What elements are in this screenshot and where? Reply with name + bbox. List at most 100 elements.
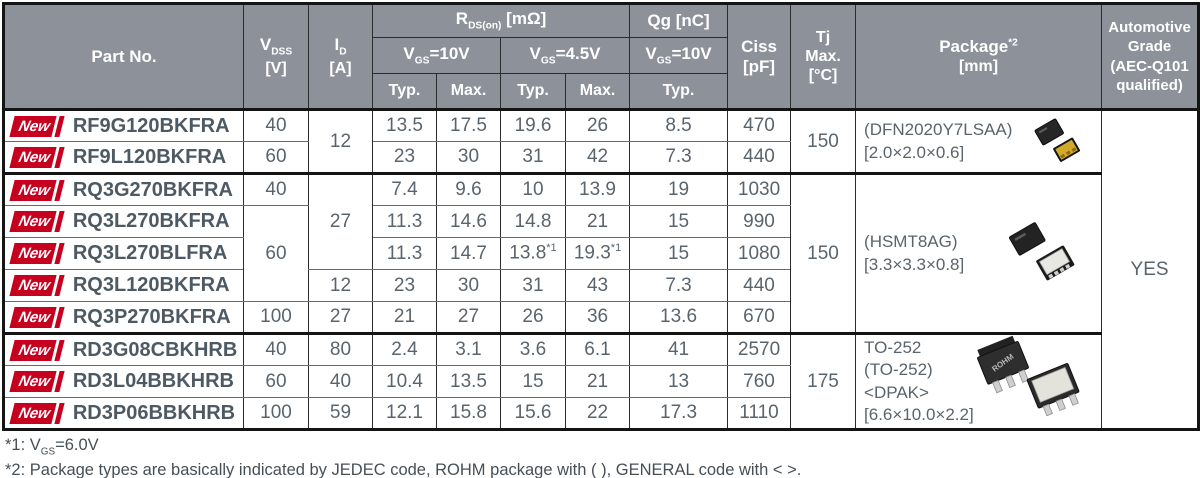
part-cell: New RD3L04BBKHRB	[3, 365, 244, 398]
qg-value: 7.3	[629, 269, 729, 302]
vgs-symbol: V	[403, 43, 415, 63]
rdson-max-45v: 21	[564, 365, 631, 398]
new-badge-label: New	[16, 308, 52, 326]
qg-value: 13	[629, 365, 729, 398]
rdson-max-45v: 21	[564, 205, 631, 238]
rdson-max-10v: 13.5	[436, 365, 501, 398]
table-row: New RQ3G270BKFRA 40 27 7.4 9.6 10 13.9 19…	[3, 172, 1199, 334]
new-badge: New	[9, 179, 65, 201]
automotive-label-1: Automotive	[1108, 19, 1191, 37]
package-cell-dfn2020: (DFN2020Y7LSAA) [2.0×2.0×0.6]	[855, 109, 1103, 174]
rdson-typ-45v: 31	[500, 269, 566, 302]
tj-max-label: Max.	[805, 47, 841, 65]
new-badge: New	[9, 211, 65, 232]
table-row: New RF9L120BKFRA 60 23 30 31 42 7.3 440	[3, 141, 1199, 174]
id-value: 12	[308, 109, 373, 174]
table-row: New RQ3L270BLFRA 11.3 14.7 13.8*1 19.3*1 …	[3, 237, 1199, 270]
footnote-1-mark: *1	[546, 242, 557, 255]
ciss-value: 1030	[727, 172, 792, 206]
rdson-max-45v: 26	[564, 109, 631, 142]
new-badge-label: New	[16, 245, 52, 262]
new-badge: New	[9, 275, 65, 296]
rdson-typ-45v: 10	[500, 172, 566, 206]
footnote-1-rest: =6.0V	[55, 436, 99, 454]
max-label: Max.	[450, 81, 487, 99]
package-code-general: <DPAK>	[864, 382, 929, 402]
rdson-typ-10v: 11.3	[372, 205, 437, 238]
ciss-unit: [pF]	[742, 56, 776, 76]
subheader-max-45v: Max.	[564, 73, 631, 110]
typ-label: Typ.	[517, 81, 549, 99]
vgs45-value: =4.5V	[555, 43, 601, 63]
hsmt8ag-package-icon	[1003, 220, 1079, 287]
vgs-subscript: GS	[656, 55, 672, 67]
rdson-typ-10v: 7.4	[372, 172, 437, 206]
footnotes: *1: VGS=6.0V *2: Package types are basic…	[5, 434, 801, 478]
ciss-value: 1110	[727, 397, 792, 430]
rdson-typ-10v: 2.4	[372, 332, 437, 366]
id-value: 12	[308, 269, 373, 302]
id-value: 40	[308, 365, 373, 398]
vdss-value: 60	[243, 365, 309, 398]
rdson-typ-10v: 23	[372, 141, 437, 174]
rdson-max-45v: 13.9	[564, 172, 631, 206]
package-label: Package	[939, 36, 1009, 56]
new-badge-label: New	[16, 341, 52, 359]
id-value: 80	[308, 332, 373, 366]
rdson-typ-10v: 10.4	[372, 365, 437, 398]
vgs-symbol: V	[645, 43, 657, 63]
max-label: Max.	[579, 81, 616, 99]
col-header-id: ID [A]	[308, 3, 373, 110]
rdson-typ-10v: 11.3	[372, 237, 437, 270]
footnote-2: *2: Package types are basically indicate…	[5, 460, 802, 478]
new-badge: New	[9, 243, 65, 264]
new-badge-label: New	[16, 117, 52, 135]
tj-label: Tj	[815, 28, 831, 46]
rdson-typ-10v: 23	[372, 269, 437, 302]
part-number: RD3P06BBKHRB	[72, 401, 236, 424]
table-row: New RF9G120BKFRA 40 12 13.5 17.5 19.6 26 …	[3, 109, 1200, 430]
rdson-subscript: DS(on)	[468, 20, 502, 32]
new-badge-label: New	[16, 148, 52, 166]
rdson-max-45v: 43	[564, 269, 631, 302]
vdss-value: 100	[243, 397, 309, 430]
part-number: RQ3G270BKFRA	[72, 178, 233, 201]
rdson-max-10v: 17.5	[436, 109, 501, 142]
footnote-1-mark: *1	[610, 242, 622, 255]
id-subscript: D	[339, 46, 347, 58]
package-code: (DFN2020Y7LSAA)	[864, 120, 1013, 140]
rdson-max-45v: 42	[564, 141, 631, 174]
rdson-max-10v: 27	[436, 301, 501, 334]
automotive-grade-cell: YES	[1101, 109, 1200, 430]
new-badge-label: New	[16, 277, 52, 294]
part-number: RD3L04BBKHRB	[72, 370, 234, 392]
table-header: Part No. VDSS [V] ID [A] RDS(on) [mΩ] Qg […	[3, 3, 1200, 110]
part-cell: New RQ3G270BKFRA	[3, 172, 244, 206]
ciss-value: 470	[727, 109, 792, 142]
vgs-symbol: V	[529, 43, 541, 63]
rdson-max-45v: 19.3*1	[564, 237, 631, 270]
new-badge: New	[9, 146, 65, 168]
part-number: RQ3L120BKFRA	[72, 274, 230, 296]
rdson-typ-10v: 13.5	[372, 109, 437, 142]
tj-value: 150	[790, 109, 857, 174]
qg-value: 13.6	[629, 301, 729, 334]
ciss-value: 1080	[727, 237, 792, 270]
tj-unit: [°C]	[808, 67, 838, 85]
part-cell: New RQ3L120BKFRA	[3, 269, 244, 302]
qg-value: 7.3	[629, 141, 729, 174]
footnote-1-prefix: *1: V	[5, 436, 41, 454]
rdson-typ-45v: 14.8	[500, 205, 566, 238]
vdss-value: 100	[243, 301, 309, 334]
subheader-qg-vgs10: VGS=10V	[629, 37, 729, 74]
new-badge: New	[9, 371, 65, 392]
vgs10-value: =10V	[429, 43, 470, 63]
col-header-vdss: VDSS [V]	[243, 3, 309, 110]
rdson-typ-45v: 15	[500, 365, 566, 398]
qg-value: 15	[629, 237, 729, 270]
rdson-max-10v: 30	[436, 141, 501, 174]
package-dimensions: [3.3×3.3×0.8]	[864, 254, 965, 274]
package-code-jedec: (TO-252)	[864, 360, 933, 380]
vgs-subscript: GS	[540, 55, 556, 67]
